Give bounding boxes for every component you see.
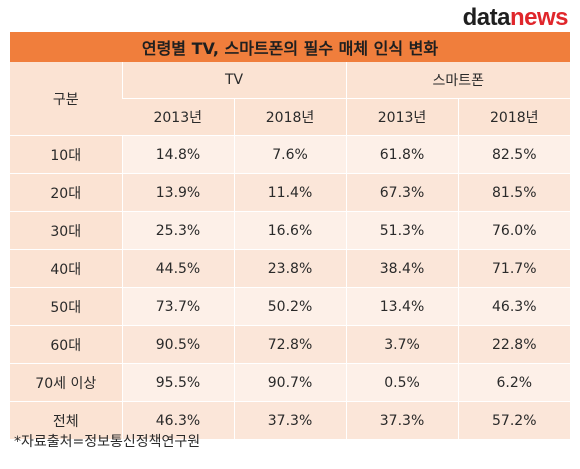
table-cell: 95.5% [121, 363, 234, 402]
table-row: 30대 25.3% 16.6% 51.3% 76.0% [10, 211, 571, 250]
table-cell: 73.7% [121, 287, 234, 326]
table-cell: 51.3% [345, 211, 459, 250]
table-row: 40대 44.5% 23.8% 38.4% 71.7% [10, 249, 571, 288]
table-cell: 76.0% [457, 211, 571, 250]
table-row: 전체 46.3% 37.3% 37.3% 57.2% [10, 401, 571, 439]
year-header: 2013년 [122, 98, 234, 136]
table-cell: 7.6% [233, 135, 347, 174]
table-cell: 25.3% [121, 211, 234, 250]
row-label: 10대 [10, 135, 122, 174]
year-header: 2018년 [233, 98, 347, 136]
table-cell: 38.4% [345, 249, 459, 288]
table-row: 10대 14.8% 7.6% 61.8% 82.5% [10, 135, 571, 174]
table-body: 10대 14.8% 7.6% 61.8% 82.5% 20대 13.9% 11.4% 67.3%… [10, 135, 571, 439]
data-table: 구분 TV 스마트폰 2013년 2018년 2013년 2018년 10대 14… [10, 62, 571, 439]
row-label: 20대 [10, 173, 122, 212]
table-row: 70세 이상 95.5% 90.7% 0.5% 6.2% [10, 363, 571, 402]
table-cell: 6.2% [457, 363, 571, 402]
group-header-tv: TV [121, 62, 347, 99]
logo-part-news: news [509, 4, 569, 31]
table-cell: 61.8% [345, 135, 459, 174]
table-cell: 37.3% [233, 401, 347, 439]
source-note: *자료출처=정보통신정책연구원 [14, 434, 201, 450]
table-cell: 90.7% [233, 363, 347, 402]
table-title: 연령별 TV, 스마트폰의 필수 매체 인식 변화 [10, 32, 570, 62]
table-cell: 90.5% [121, 325, 234, 364]
table-cell: 37.3% [345, 401, 459, 439]
table-cell: 23.8% [233, 249, 347, 288]
logo-part-data: data [462, 4, 511, 31]
corner-label: 구분 [10, 62, 122, 136]
row-label: 50대 [10, 287, 122, 326]
table-cell: 81.5% [457, 173, 571, 212]
row-label: 전체 [10, 401, 122, 439]
row-label: 60대 [10, 325, 122, 364]
table-cell: 0.5% [345, 363, 459, 402]
table-cell: 14.8% [121, 135, 234, 174]
table-cell: 46.3% [121, 401, 234, 439]
table-cell: 67.3% [345, 173, 459, 212]
table-cell: 82.5% [457, 135, 571, 174]
table-cell: 13.4% [345, 287, 459, 326]
table-cell: 50.2% [233, 287, 347, 326]
table-cell: 11.4% [233, 173, 347, 212]
datanews-logo: data news [462, 4, 569, 31]
table-cell: 57.2% [457, 401, 571, 439]
table-cell: 16.6% [233, 211, 347, 250]
year-header: 2018년 [457, 98, 571, 136]
table-cell: 13.9% [121, 173, 234, 212]
table-cell: 46.3% [457, 287, 571, 326]
table-row: 20대 13.9% 11.4% 67.3% 81.5% [10, 173, 571, 212]
row-label: 70세 이상 [10, 363, 122, 402]
year-header: 2013년 [345, 98, 459, 136]
table-row: 50대 73.7% 50.2% 13.4% 46.3% [10, 287, 571, 326]
table-cell: 71.7% [457, 249, 571, 288]
table-cell: 72.8% [233, 325, 347, 364]
group-header-smartphone: 스마트폰 [345, 62, 571, 99]
table-cell: 22.8% [457, 325, 571, 364]
table-cell: 44.5% [121, 249, 234, 288]
table-row: 60대 90.5% 72.8% 3.7% 22.8% [10, 325, 571, 364]
table-cell: 3.7% [345, 325, 459, 364]
row-label: 40대 [10, 249, 122, 288]
row-label: 30대 [10, 211, 122, 250]
